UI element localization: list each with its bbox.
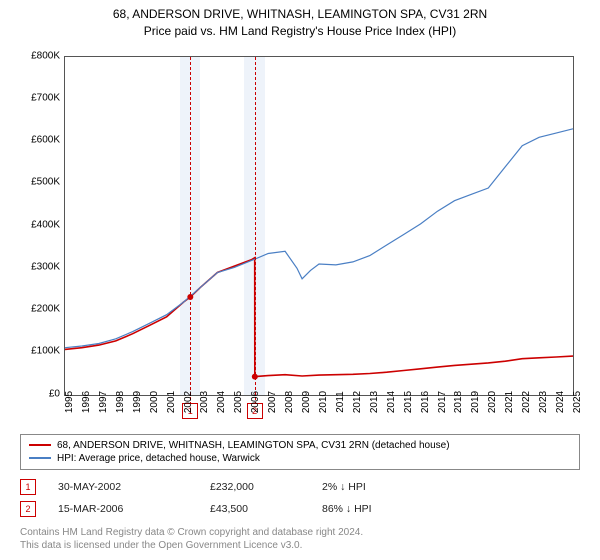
sale-diff: 86% ↓ HPI [322,503,412,515]
sale-row: 1 30-MAY-2002 £232,000 2% ↓ HPI [20,476,580,498]
y-tick-label: £500K [31,177,60,188]
sale-marker-line [255,57,256,415]
legend-item: HPI: Average price, detached house, Warw… [29,452,571,465]
y-tick-label: £800K [31,50,60,61]
sale-index-box: 1 [20,479,36,495]
sale-date: 30-MAY-2002 [58,481,188,493]
sale-price: £232,000 [210,481,300,493]
series-hpi [65,128,573,347]
footer-copyright: Contains HM Land Registry data © Crown c… [20,526,580,539]
x-tick-label: 2025 [572,390,600,412]
sale-row: 2 15-MAR-2006 £43,500 86% ↓ HPI [20,498,580,520]
legend-label: 68, ANDERSON DRIVE, WHITNASH, LEAMINGTON… [57,440,450,451]
chart-container: 68, ANDERSON DRIVE, WHITNASH, LEAMINGTON… [0,0,600,560]
legend: 68, ANDERSON DRIVE, WHITNASH, LEAMINGTON… [20,434,580,470]
sale-date: 15-MAR-2006 [58,503,188,515]
legend-item: 68, ANDERSON DRIVE, WHITNASH, LEAMINGTON… [29,439,571,452]
legend-label: HPI: Average price, detached house, Warw… [57,453,260,464]
y-tick-label: £400K [31,219,60,230]
y-tick-label: £200K [31,304,60,315]
chart-title: 68, ANDERSON DRIVE, WHITNASH, LEAMINGTON… [10,6,590,40]
legend-swatch [29,457,51,459]
footer-licence: This data is licensed under the Open Gov… [20,539,580,552]
y-tick-label: £0 [49,388,60,399]
sale-marker-line [190,57,191,415]
chart-area: £0 £100K £200K £300K £400K £500K £600K £700K £80… [20,46,580,426]
y-tick-label: £700K [31,92,60,103]
sale-diff: 2% ↓ HPI [322,481,412,493]
sale-price: £43,500 [210,503,300,515]
sale-index-box: 2 [20,501,36,517]
title-address: 68, ANDERSON DRIVE, WHITNASH, LEAMINGTON… [10,6,590,23]
y-tick-label: £600K [31,135,60,146]
footer: Contains HM Land Registry data © Crown c… [20,526,580,552]
plot-area: 12 [64,56,574,396]
sales-table: 1 30-MAY-2002 £232,000 2% ↓ HPI 2 15-MAR-2006… [20,476,580,520]
y-tick-label: £100K [31,346,60,357]
legend-swatch [29,444,51,446]
y-tick-label: £300K [31,261,60,272]
title-subtitle: Price paid vs. HM Land Registry's House … [10,23,590,40]
line-chart-svg [65,57,573,395]
series-property [65,257,573,376]
